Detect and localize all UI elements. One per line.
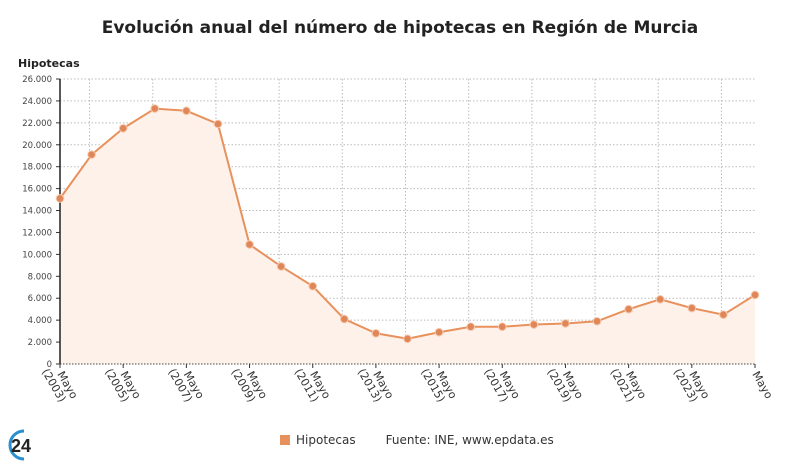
data-point [750, 290, 760, 300]
data-point [434, 327, 444, 337]
data-point [150, 104, 160, 113]
data-point [719, 310, 728, 319]
data-point [371, 329, 381, 338]
y-tick-label: 12.000 [22, 228, 52, 238]
data-point [213, 119, 223, 129]
data-point [55, 194, 65, 203]
y-tick-label: 26.000 [22, 75, 52, 85]
data-point [340, 314, 349, 324]
data-point [182, 106, 191, 116]
x-tick-label: Mayo [749, 369, 775, 401]
source-text: Fuente: INE, www.epdata.es [385, 433, 554, 447]
legend: Hipotecas Fuente: INE, www.epdata.es [280, 433, 554, 447]
data-point [497, 322, 507, 332]
data-point [466, 322, 475, 332]
x-tick-label: Mayo(2009) [229, 360, 271, 407]
y-tick-label: 4.000 [28, 316, 52, 326]
data-point [624, 304, 633, 314]
y-tick-label: 6.000 [28, 294, 52, 304]
y-tick-label: 8.000 [28, 272, 52, 282]
y-tick-label: 10.000 [22, 250, 52, 260]
data-point [403, 334, 412, 344]
data-point [529, 320, 539, 329]
y-axis-label: Hipotecas [18, 57, 80, 70]
data-point [118, 124, 128, 133]
svg-text:24: 24 [11, 436, 31, 456]
chart-title: Evolución anual del número de hipotecas … [101, 18, 699, 38]
data-point [592, 316, 602, 326]
legend-label: Hipotecas [296, 433, 356, 447]
y-tick-label: 22.000 [22, 119, 52, 129]
y-tick-label: 24.000 [22, 97, 52, 107]
data-point [561, 319, 570, 328]
y-tick-label: 18.000 [22, 163, 52, 173]
y-tick-label: 2.000 [28, 338, 52, 348]
data-point [687, 303, 697, 313]
logo-24-icon: 24 [8, 429, 31, 461]
data-point [245, 240, 254, 249]
data-point [276, 262, 286, 271]
data-point [87, 150, 96, 159]
legend-swatch [280, 435, 290, 445]
area-fill [60, 108, 755, 364]
y-tick-label: 16.000 [22, 185, 52, 195]
data-point [655, 295, 665, 304]
y-tick-label: 20.000 [22, 141, 52, 151]
data-point [308, 281, 318, 291]
y-tick-label: 0 [47, 360, 52, 370]
y-tick-label: 14.000 [22, 207, 52, 217]
